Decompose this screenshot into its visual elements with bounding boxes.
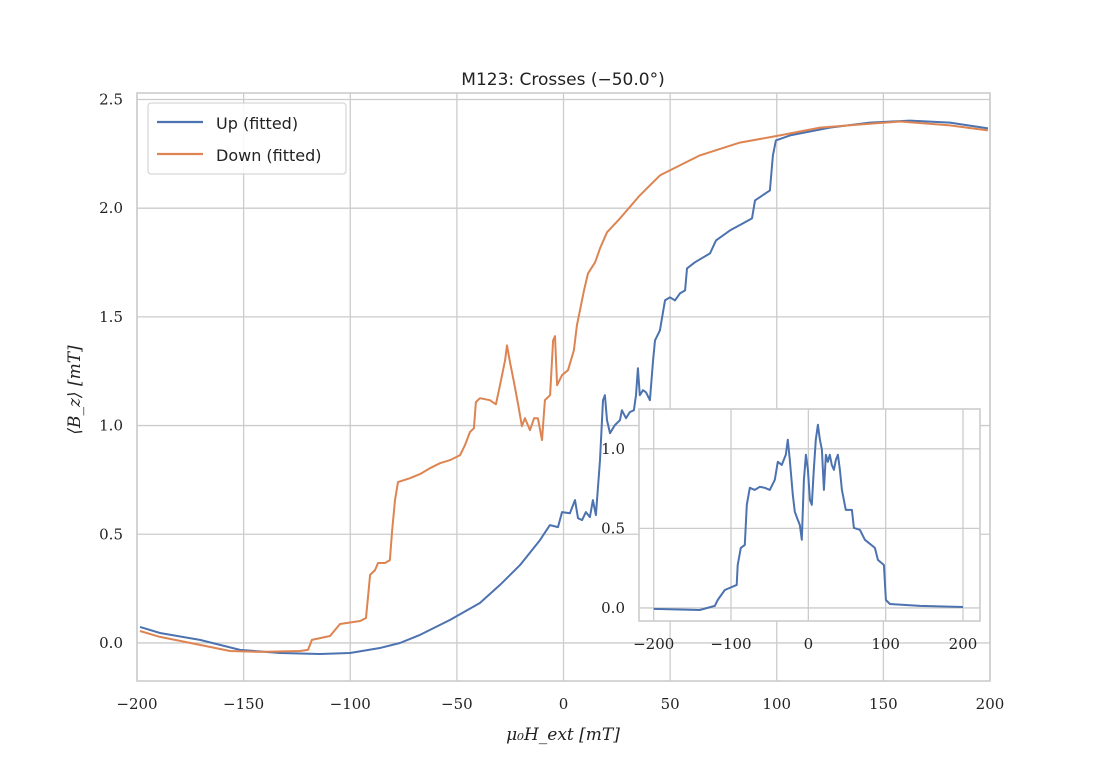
x-tick-label: 0	[804, 635, 814, 653]
legend-box	[147, 102, 347, 175]
y-tick-label: 1.0	[601, 440, 625, 458]
y-tick-label: 1.0	[99, 417, 123, 435]
series-line-up-fitted	[139, 119, 989, 655]
x-axis-label: μ₀H_ext [mT]	[506, 725, 620, 745]
x-tick-label: 200	[976, 695, 1005, 713]
y-tick-label: 1.5	[99, 308, 123, 326]
y-tick-label: 0.5	[99, 525, 123, 543]
x-tick-label: 100	[871, 635, 900, 653]
y-tick-label: 0.5	[601, 519, 625, 537]
series-line-down-fitted	[139, 120, 989, 653]
legend-label-down: Down (fitted)	[216, 146, 322, 165]
main-axes: −200 −150 −100 −50 0 50 100 150 200 0.0 0.5 1.0 1.5 2…	[99, 91, 1004, 713]
y-tick-label: 0.0	[601, 599, 625, 617]
x-tick-label: −200	[633, 635, 674, 653]
x-tick-label: −100	[710, 635, 751, 653]
x-tick-label: 50	[661, 695, 680, 713]
inset-axes: −200 −100 0 100 200 0.0 0.5 1.0	[601, 408, 981, 653]
y-axis-label: ⟨B_z⟩ [mT]	[65, 345, 85, 435]
legend: Up (fitted) Down (fitted)	[147, 102, 347, 175]
axes-frame	[638, 408, 981, 622]
plot-area	[639, 409, 980, 621]
x-tick-label: −200	[116, 695, 157, 713]
x-tick-label: −150	[223, 695, 264, 713]
series-line-difference	[653, 423, 964, 611]
chart-title: M123: Crosses (−50.0°)	[461, 70, 664, 90]
x-tick-label: 200	[949, 635, 978, 653]
x-tick-label: −100	[330, 695, 371, 713]
x-tick-label: 0	[559, 695, 569, 713]
x-tick-label: 100	[762, 695, 791, 713]
x-tick-label: 150	[869, 695, 898, 713]
y-tick-label: 2.0	[99, 199, 123, 217]
axes-frame	[136, 92, 991, 682]
y-tick-label: 0.0	[99, 634, 123, 652]
y-tick-label: 2.5	[99, 91, 123, 109]
x-tick-label: −50	[441, 695, 473, 713]
legend-label-up: Up (fitted)	[216, 114, 298, 133]
